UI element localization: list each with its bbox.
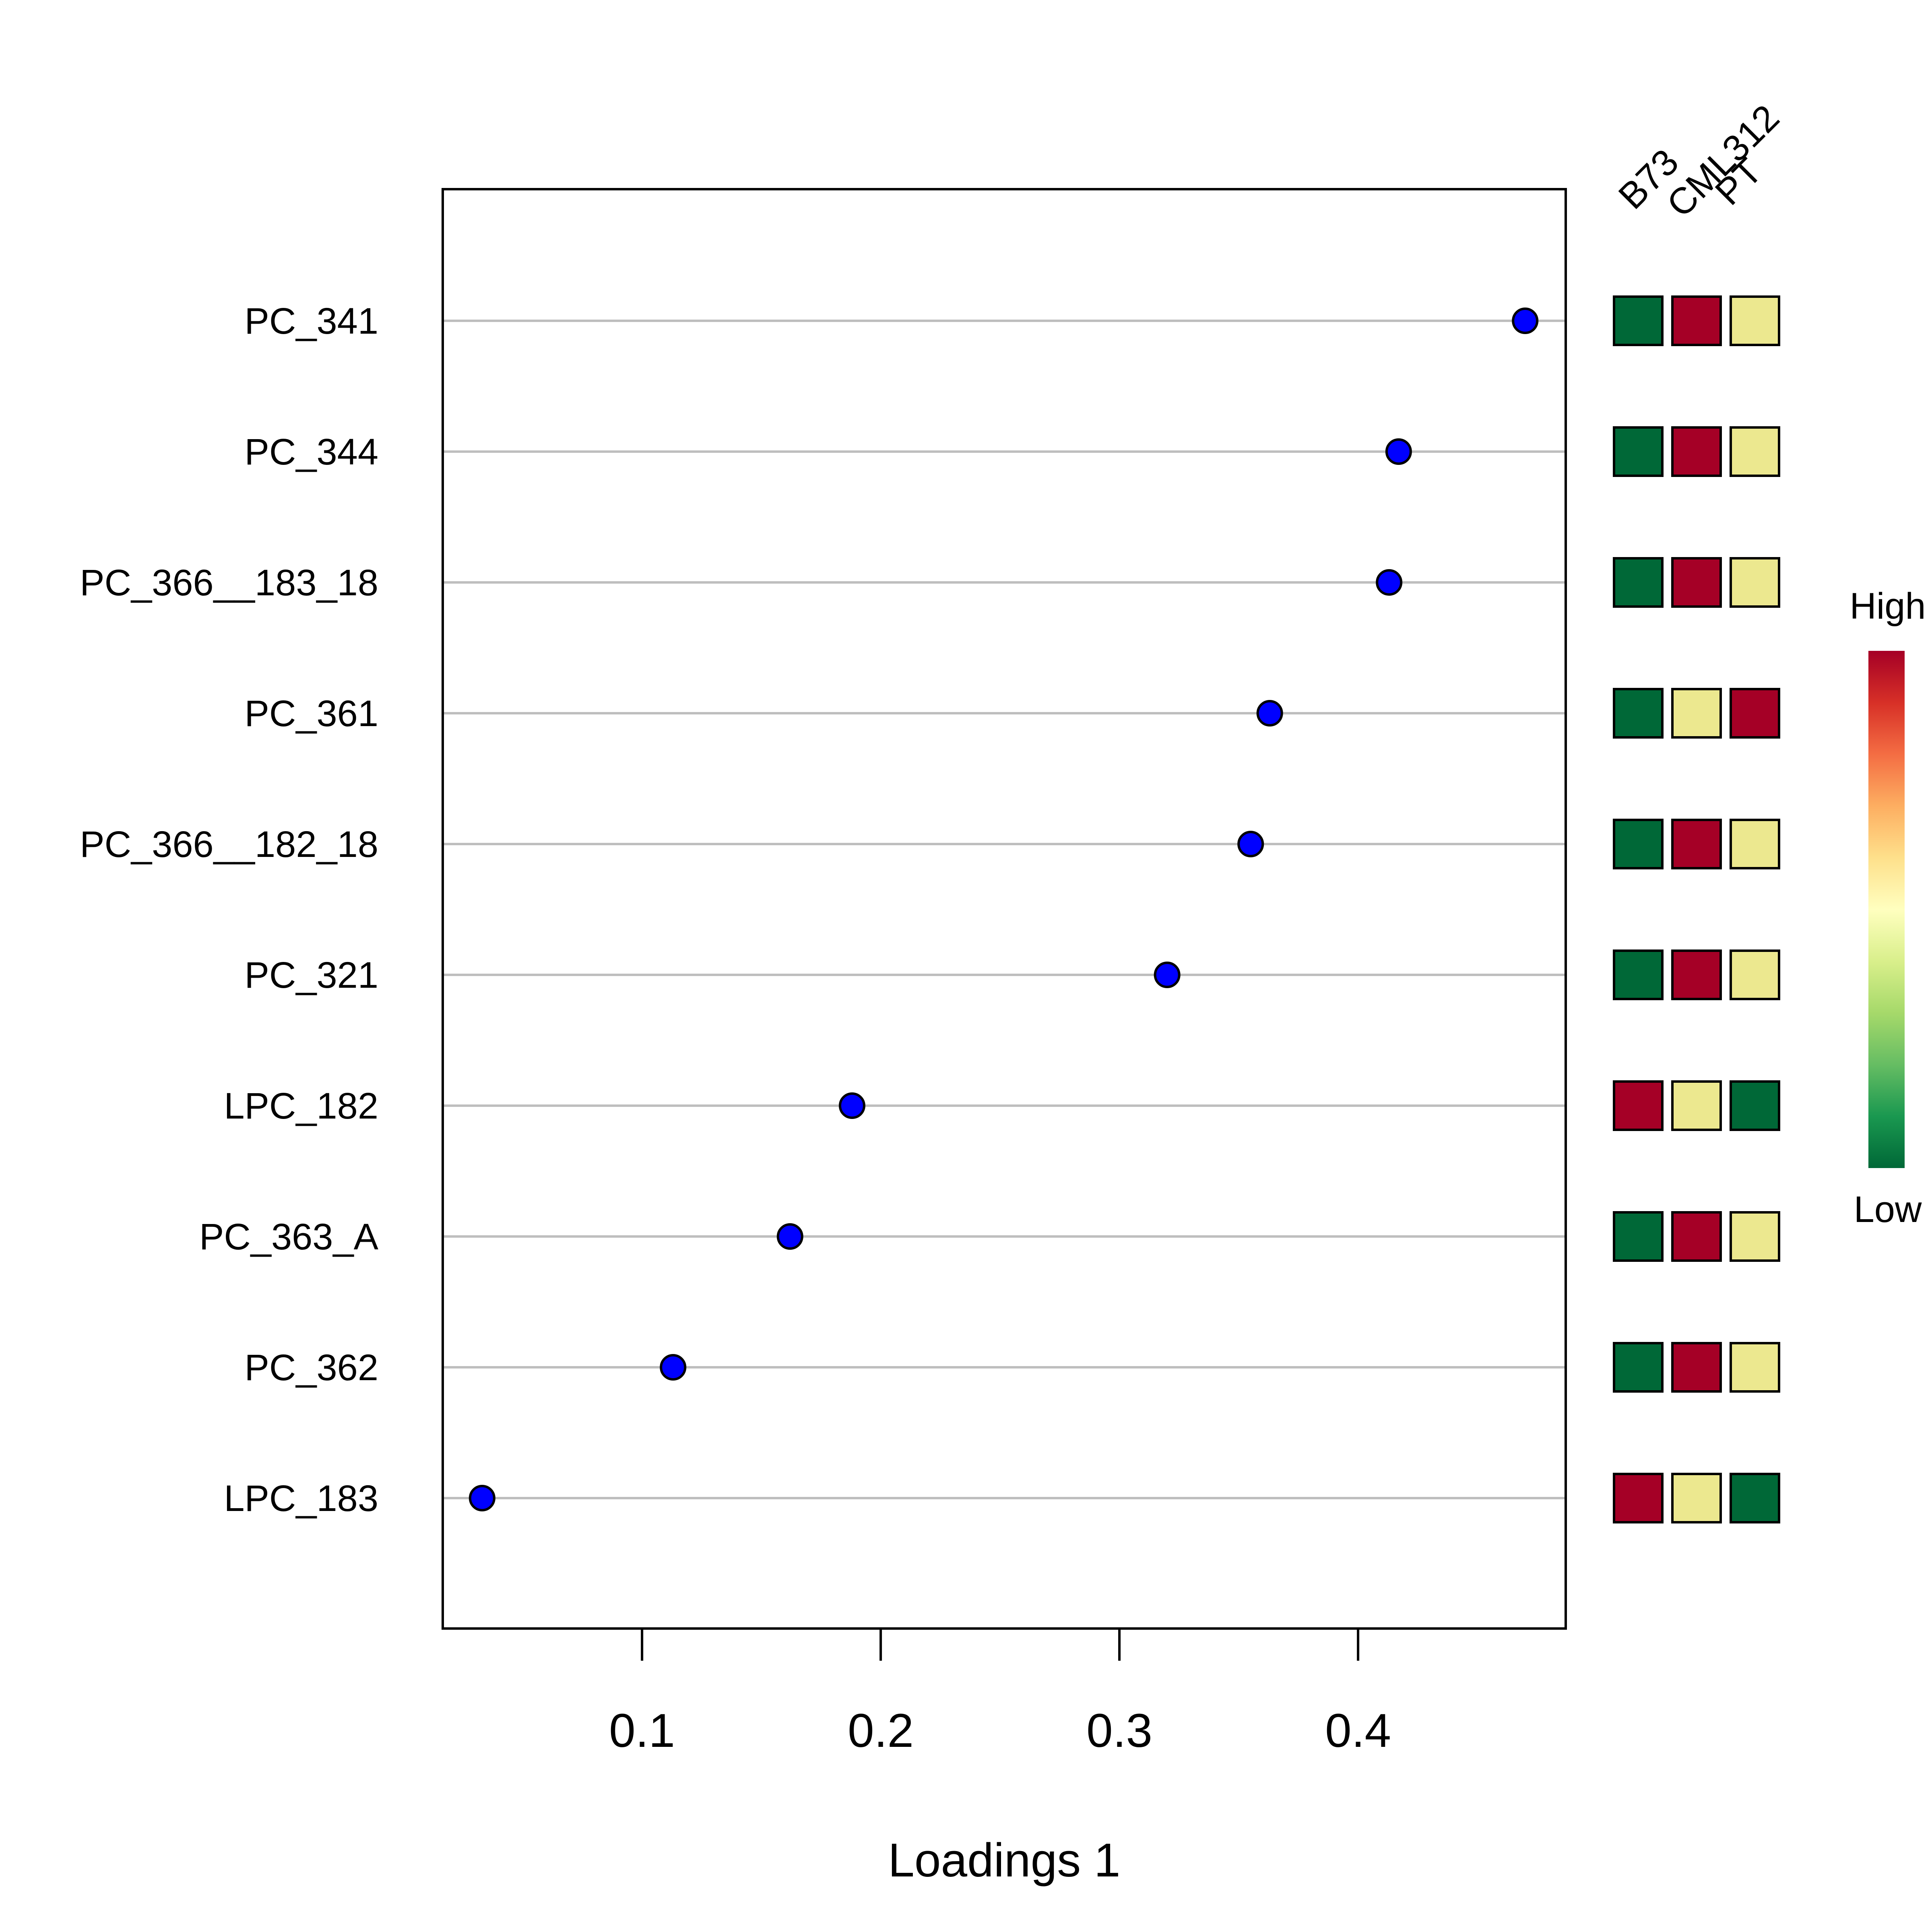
x-tick-label: 0.2 <box>848 1704 914 1757</box>
heatmap-cell <box>1613 1211 1664 1262</box>
heatmap-cell <box>1613 688 1664 739</box>
y-tick-label: PC_366__182_18 <box>80 824 378 865</box>
legend-low-label: Low <box>1854 1189 1922 1230</box>
data-point <box>1512 308 1539 334</box>
heatmap-cell <box>1613 557 1664 608</box>
heatmap-cell <box>1613 949 1664 1000</box>
data-point <box>660 1354 687 1381</box>
heatmap-cell <box>1730 1473 1780 1523</box>
heatmap-cell <box>1671 295 1722 346</box>
data-point <box>838 1092 865 1119</box>
heatmap-cell <box>1613 1473 1664 1523</box>
heatmap-cells <box>1613 295 1780 1523</box>
y-tick-label: LPC_182 <box>224 1086 378 1127</box>
y-tick-label: PC_366__183_18 <box>80 562 378 603</box>
color-legend: High Low <box>1849 586 1926 1230</box>
heatmap-cell <box>1671 688 1722 739</box>
data-point <box>1385 438 1412 465</box>
y-tick-label: PC_363_A <box>199 1216 379 1257</box>
x-tick-label: 0.3 <box>1086 1704 1152 1757</box>
x-tick-label: 0.1 <box>609 1704 675 1757</box>
heatmap-cell <box>1730 819 1780 869</box>
y-tick-label: PC_344 <box>245 431 378 473</box>
heatmap-column-header: CML312 <box>1659 97 1787 225</box>
x-axis: 0.1 0.2 0.3 0.4 <box>609 1629 1391 1757</box>
heatmap-cell <box>1671 1473 1722 1523</box>
data-point <box>1237 831 1264 857</box>
y-tick-labels: PC_341 PC_344 PC_366__183_18 PC_361 PC_366__… <box>80 301 378 1519</box>
heatmap-cell <box>1613 426 1664 477</box>
y-tick-label: PC_362 <box>245 1347 378 1388</box>
plot-frame <box>442 188 1567 1630</box>
heatmap-cell <box>1730 557 1780 608</box>
data-point <box>469 1485 495 1511</box>
heatmap-cell <box>1730 426 1780 477</box>
heatmap-cell <box>1730 1080 1780 1131</box>
legend-gradient-bar <box>1868 651 1905 1168</box>
data-point <box>776 1223 803 1250</box>
heatmap-cell <box>1730 949 1780 1000</box>
x-axis-title: Loadings 1 <box>888 1834 1120 1887</box>
heatmap-cell <box>1671 557 1722 608</box>
heatmap-cell <box>1613 1342 1664 1393</box>
y-tick-label: PC_361 <box>245 693 378 734</box>
y-tick-label: PC_321 <box>245 955 378 996</box>
y-tick-label: PC_341 <box>245 301 378 342</box>
heatmap-cell <box>1671 426 1722 477</box>
heatmap-cell <box>1671 819 1722 869</box>
heatmap-cell <box>1730 1211 1780 1262</box>
legend-high-label: High <box>1849 586 1926 627</box>
heatmap-cell <box>1613 295 1664 346</box>
heatmap-cell <box>1671 1080 1722 1131</box>
heatmap-cell <box>1613 1080 1664 1131</box>
heatmap-cell <box>1730 295 1780 346</box>
data-point <box>1256 700 1283 727</box>
heatmap-cell <box>1671 1211 1722 1262</box>
heatmap-cell <box>1730 1342 1780 1393</box>
heatmap-cell <box>1671 1342 1722 1393</box>
data-point <box>1154 962 1181 988</box>
data-point <box>1376 569 1403 596</box>
heatmap-cell <box>1671 949 1722 1000</box>
data-points <box>469 308 1539 1511</box>
y-tick-label: LPC_183 <box>224 1478 378 1519</box>
guide-lines <box>443 320 1566 1499</box>
heatmap-cell <box>1730 688 1780 739</box>
heatmap-cell <box>1613 819 1664 869</box>
x-tick-label: 0.4 <box>1325 1704 1391 1757</box>
